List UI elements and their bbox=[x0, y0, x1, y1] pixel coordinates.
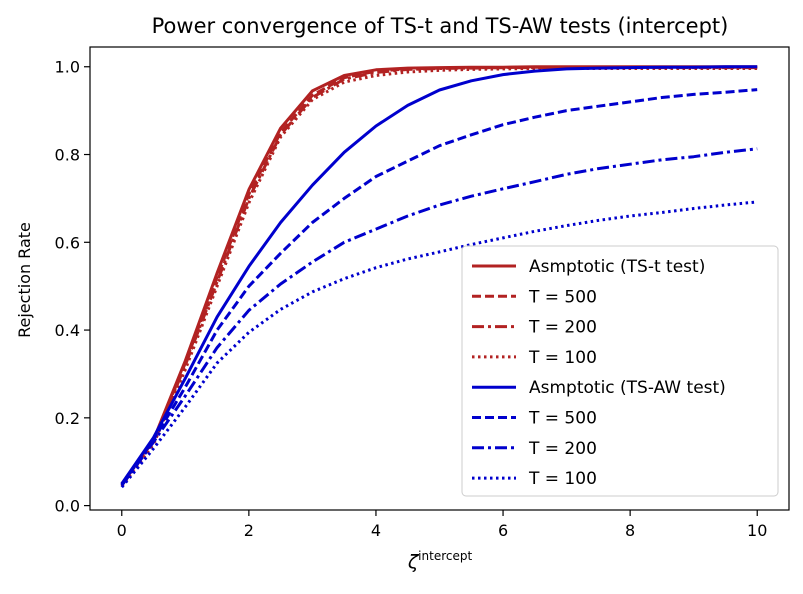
legend-label-6: T = 500 bbox=[528, 409, 597, 429]
y-tick-label: 0.4 bbox=[55, 321, 80, 340]
y-tick-label: 0.8 bbox=[55, 146, 80, 165]
y-axis-label: Rejection Rate bbox=[15, 222, 34, 338]
x-tick-label: 2 bbox=[244, 521, 254, 540]
legend-label-8: T = 100 bbox=[528, 469, 597, 489]
series-line-5 bbox=[120, 65, 758, 485]
series-line-8 bbox=[120, 200, 758, 489]
chart-title: Power convergence of TS-t and TS-AW test… bbox=[152, 14, 729, 38]
series-line-6 bbox=[120, 88, 758, 486]
y-tick-label: 1.0 bbox=[55, 58, 80, 77]
x-tick-label: 8 bbox=[625, 521, 635, 540]
x-axis-label: ζintercept bbox=[407, 549, 473, 573]
legend-label-2: T = 500 bbox=[528, 287, 597, 307]
x-tick-label: 6 bbox=[498, 521, 508, 540]
axes-frame bbox=[89, 46, 790, 511]
legend-label-4: T = 100 bbox=[528, 348, 597, 368]
x-tick-label: 10 bbox=[747, 521, 767, 540]
series-line-3 bbox=[120, 66, 758, 487]
legend-label-7: T = 200 bbox=[528, 439, 597, 459]
axes: 0 2 4 6 8 10 0.0 0.2 0.4 0.6 0.8 1.0 bbox=[55, 46, 790, 540]
legend-label-3: T = 200 bbox=[528, 318, 597, 338]
y-tick-label: 0.6 bbox=[55, 233, 80, 252]
series-line-4 bbox=[120, 67, 758, 488]
x-axis-label-superscript: intercept bbox=[418, 549, 472, 563]
x-axis-label-base: ζ bbox=[407, 551, 420, 573]
plot-area bbox=[120, 65, 758, 489]
legend: Asmptotic (TS-t test) T = 500 T = 200 T = 1… bbox=[461, 245, 779, 497]
x-tick-label: 4 bbox=[371, 521, 381, 540]
legend-box bbox=[461, 245, 779, 497]
series-lines bbox=[120, 65, 758, 489]
series-line-7 bbox=[120, 147, 758, 487]
x-tick-label: 0 bbox=[117, 521, 127, 540]
y-tick-label: 0.2 bbox=[55, 409, 80, 428]
legend-label-5: Asmptotic (TS-AW test) bbox=[529, 378, 726, 398]
legend-label-1: Asmptotic (TS-t test) bbox=[529, 257, 705, 277]
y-tick-label: 0.0 bbox=[55, 497, 80, 516]
